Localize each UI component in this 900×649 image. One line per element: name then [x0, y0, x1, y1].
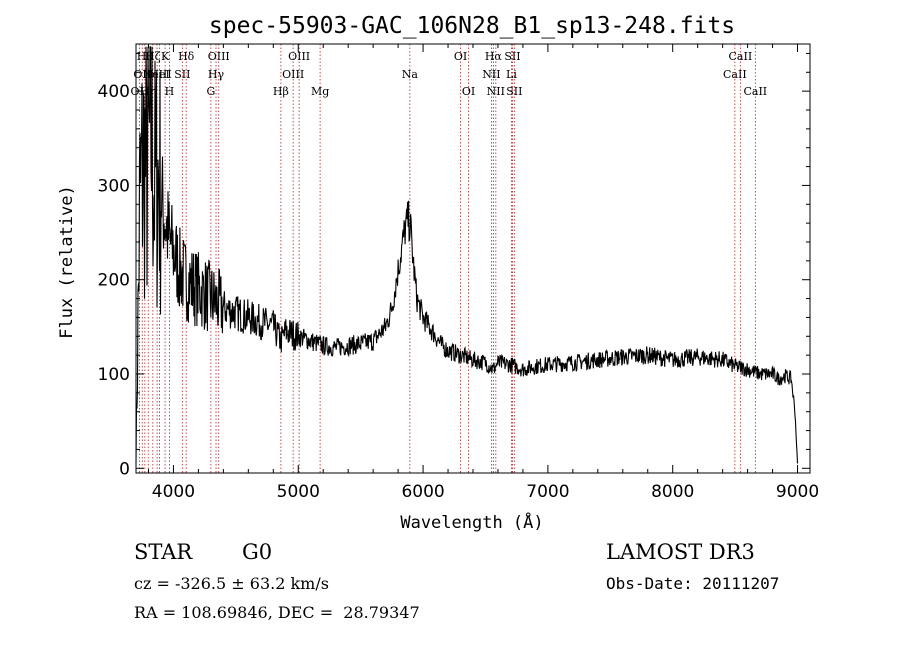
y-tick-label-0: 0: [119, 459, 130, 479]
plot-frame: [135, 43, 811, 474]
y-tick-label-3: 300: [98, 176, 130, 196]
line-marker-label-15: OIII: [282, 68, 304, 81]
line-marker-label-8: H: [165, 85, 175, 98]
line-marker-label-11: G: [206, 85, 215, 98]
line-marker-label-7: K: [161, 50, 170, 63]
line-marker-label-24: Li: [506, 68, 517, 81]
y-axis-label: Flux (relative): [57, 185, 77, 339]
x-tick-label-3: 7000: [526, 482, 569, 502]
line-marker-label-28: CaII: [729, 50, 753, 63]
x-axis-ticks: 4000 5000 6000 7000 8000 9000: [147, 44, 819, 502]
line-marker-label-12: Hγ: [208, 68, 225, 81]
line-marker-label-22: Hα: [485, 50, 503, 63]
x-tick-label-4: 8000: [651, 482, 694, 502]
line-marker-label-26: SII: [506, 85, 522, 98]
object-class: STAR: [134, 540, 193, 564]
x-tick-label-1: 5000: [277, 482, 320, 502]
object-subclass: G0: [242, 540, 273, 564]
survey-name: LAMOST DR3: [606, 540, 755, 564]
x-tick-label-2: 6000: [401, 482, 444, 502]
x-tick-label-0: 4000: [152, 482, 195, 502]
line-marker-label-29: CaII: [743, 85, 767, 98]
line-markers: [138, 44, 756, 473]
y-tick-label-1: 100: [98, 365, 130, 385]
y-tick-label-4: 400: [98, 82, 130, 102]
observation-date: Obs-Date: 20111207: [606, 574, 780, 593]
line-marker-label-10: Hδ: [178, 50, 195, 63]
line-marker-label-19: OI: [454, 50, 467, 63]
line-marker-label-16: OIII: [288, 50, 310, 63]
line-marker-label-25: SII: [504, 50, 520, 63]
y-tick-label-2: 200: [98, 271, 130, 291]
line-marker-label-13: OIII: [208, 50, 230, 63]
line-marker-label-20: OI: [462, 85, 475, 98]
spectrum-line: [135, 46, 799, 464]
line-marker-label-27: CaII: [723, 68, 747, 81]
line-marker-label-2: Hθ: [137, 50, 154, 63]
line-marker-label-23: NII: [487, 85, 505, 98]
x-tick-label-5: 9000: [776, 482, 819, 502]
line-marker-label-9: SII: [174, 68, 190, 81]
line-marker-label-17: Mg: [311, 85, 329, 98]
line-marker-label-21: NII: [482, 68, 500, 81]
redshift-cz: cz = -326.5 ± 63.2 km/s: [134, 574, 329, 593]
line-marker-label-4: Hζ: [145, 50, 161, 63]
y-axis-ticks: 0 100 200 300 400: [98, 52, 810, 479]
x-axis-label: Wavelength (Å): [400, 511, 543, 533]
line-marker-label-18: Na: [402, 68, 419, 81]
chart-title: spec-55903-GAC_106N28_B1_sp13-248.fits: [209, 13, 735, 39]
line-marker-label-14: Hβ: [273, 85, 289, 98]
line-marker-labels: OIIOIIHθHηHζNeIIIHeIKHSIIHδGHγOIIIHβOIII…: [131, 50, 768, 98]
ra-dec-coordinates: RA = 108.69846, DEC = 28.79347: [134, 603, 420, 622]
